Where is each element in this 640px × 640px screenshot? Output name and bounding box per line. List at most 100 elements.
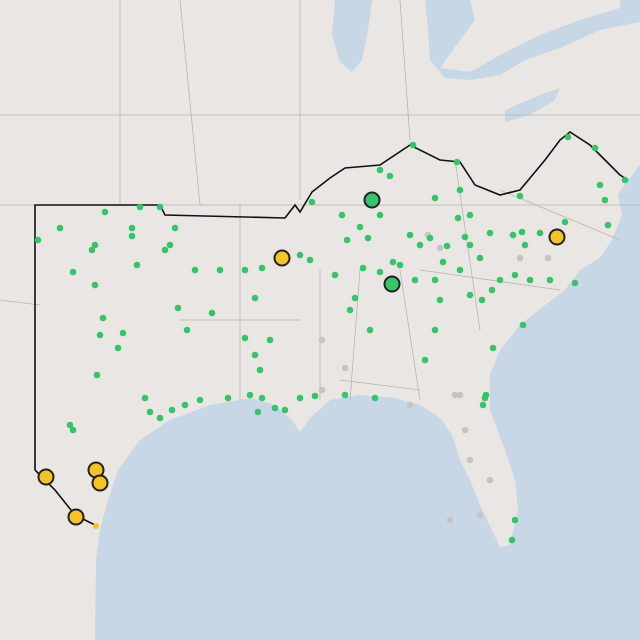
station-dot: [254, 408, 262, 416]
highlight-marker: [91, 474, 109, 492]
station-dot: [476, 511, 484, 519]
station-dot: [141, 394, 149, 402]
station-dot: [241, 266, 249, 274]
station-dot: [136, 203, 144, 211]
station-dot: [341, 364, 349, 372]
station-dot: [66, 421, 74, 429]
station-dot: [479, 401, 487, 409]
station-dot: [34, 236, 42, 244]
station-dot: [456, 391, 464, 399]
station-dot: [258, 394, 266, 402]
station-dot: [216, 266, 224, 274]
station-dot: [508, 536, 516, 544]
highlight-marker: [273, 249, 291, 267]
station-dot: [69, 426, 77, 434]
station-dot: [359, 264, 367, 272]
highlight-marker: [548, 228, 566, 246]
station-dot: [146, 408, 154, 416]
station-dot: [389, 258, 397, 266]
station-dot: [411, 276, 419, 284]
station-dot: [456, 186, 464, 194]
station-dot: [376, 268, 384, 276]
station-dot: [161, 246, 169, 254]
station-dot: [509, 231, 517, 239]
station-dot: [431, 276, 439, 284]
station-dot: [318, 336, 326, 344]
station-dot: [546, 276, 554, 284]
station-dot: [246, 391, 254, 399]
station-dot: [171, 224, 179, 232]
station-dot: [461, 233, 469, 241]
station-dot: [166, 241, 174, 249]
station-dot: [416, 241, 424, 249]
station-dot: [406, 231, 414, 239]
station-dot: [591, 144, 599, 152]
station-dot: [476, 254, 484, 262]
station-dot: [376, 166, 384, 174]
station-dot: [181, 401, 189, 409]
station-dot: [196, 396, 204, 404]
station-dot: [99, 314, 107, 322]
station-dot: [536, 229, 544, 237]
station-dot: [101, 208, 109, 216]
station-dot: [516, 254, 524, 262]
station-dot: [456, 266, 464, 274]
station-dot: [489, 344, 497, 352]
station-dot: [601, 196, 609, 204]
station-dot: [443, 242, 451, 250]
station-dot: [486, 229, 494, 237]
lake-michigan: [332, 0, 372, 72]
station-dot: [521, 241, 529, 249]
station-dot: [88, 246, 96, 254]
station-dot: [128, 224, 136, 232]
station-dot: [604, 221, 612, 229]
station-dot: [311, 392, 319, 400]
station-dot: [343, 236, 351, 244]
station-dot: [561, 218, 569, 226]
station-dot: [331, 271, 339, 279]
station-dot: [466, 456, 474, 464]
station-dot: [453, 158, 461, 166]
station-dot: [224, 394, 232, 402]
station-dot: [191, 266, 199, 274]
highlight-marker: [67, 508, 85, 526]
station-dot: [596, 181, 604, 189]
station-dot: [454, 214, 462, 222]
station-dot: [564, 133, 572, 141]
station-dot: [486, 476, 494, 484]
station-dot: [296, 394, 304, 402]
station-dot: [526, 276, 534, 284]
station-dot: [466, 291, 474, 299]
station-dot: [128, 232, 136, 240]
station-dot: [426, 234, 434, 242]
station-dot: [482, 391, 490, 399]
station-dot: [318, 386, 326, 394]
station-dot: [93, 371, 101, 379]
station-dot: [338, 211, 346, 219]
station-dot: [621, 176, 629, 184]
station-dot: [461, 426, 469, 434]
station-dot: [421, 356, 429, 364]
station-dot: [516, 192, 524, 200]
station-dot: [306, 256, 314, 264]
station-dot: [266, 336, 274, 344]
station-dot: [488, 286, 496, 294]
station-dot: [386, 172, 394, 180]
station-dot: [376, 211, 384, 219]
highlight-marker: [37, 468, 55, 486]
station-dot: [251, 351, 259, 359]
station-dot: [114, 344, 122, 352]
station-dot: [431, 194, 439, 202]
station-dot: [364, 234, 372, 242]
station-dot: [366, 326, 374, 334]
station-dot: [208, 309, 216, 317]
station-dot: [156, 203, 164, 211]
station-dot: [69, 268, 77, 276]
station-dot: [371, 394, 379, 402]
station-dot: [308, 198, 316, 206]
station-dot: [258, 264, 266, 272]
station-dot: [496, 276, 504, 284]
gulf-of-mexico: [95, 165, 640, 640]
station-dot: [91, 241, 99, 249]
